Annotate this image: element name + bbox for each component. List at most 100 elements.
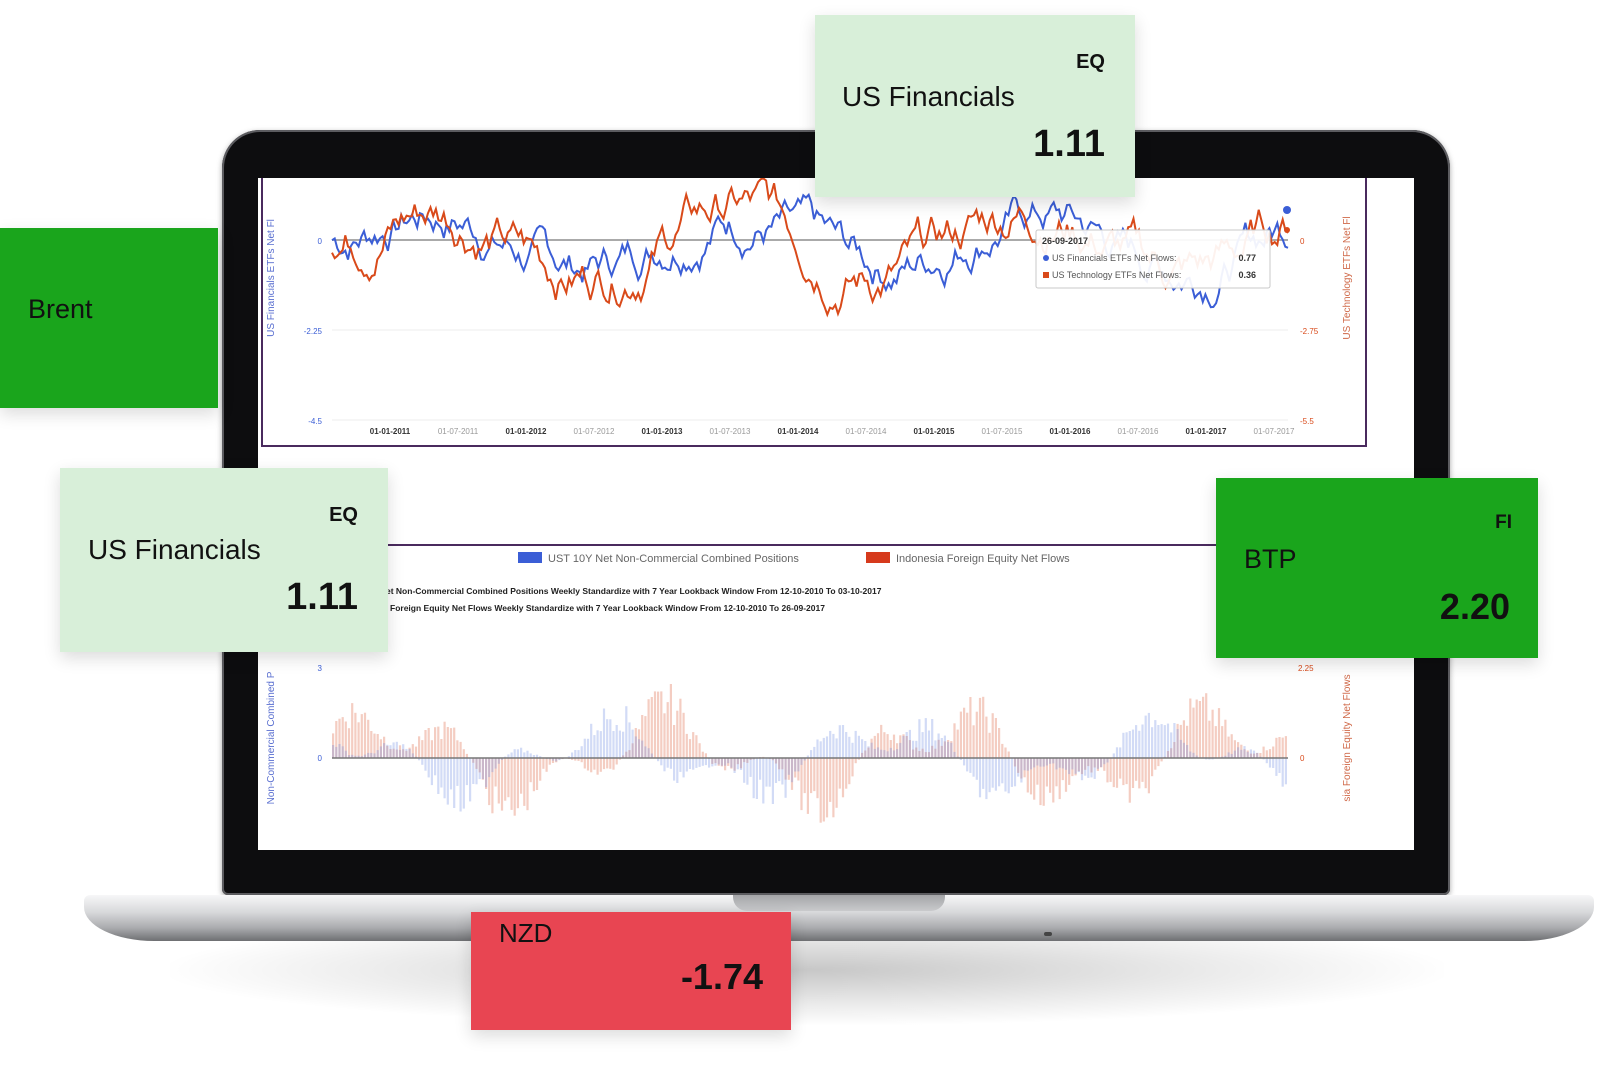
bottom-bar — [727, 758, 730, 764]
bottom-bar — [383, 736, 386, 758]
tile-brent[interactable]: Brent — [0, 228, 218, 408]
bottom-bar — [1001, 743, 1004, 758]
bottom-bar — [1246, 751, 1249, 758]
bottom-bar — [832, 758, 835, 818]
bottom-bar — [1186, 745, 1189, 758]
bottom-bar — [1195, 699, 1198, 758]
bottom-bar — [465, 758, 468, 786]
bottom-bar — [768, 758, 771, 787]
bottom-bar — [1272, 758, 1275, 768]
bottom-bar — [857, 758, 860, 760]
bottom-bar — [628, 722, 631, 758]
bottom-subtitle-2: Foreign Equity Net Flows Weekly Standard… — [390, 603, 825, 613]
bottom-bar — [870, 742, 873, 758]
bottom-bar — [714, 758, 717, 766]
bottom-bar — [682, 758, 685, 778]
bottom-bar — [896, 749, 899, 758]
bottom-bar — [1084, 758, 1087, 770]
bottom-bar — [1045, 758, 1048, 766]
bottom-bar — [469, 758, 472, 802]
bottom-bar — [892, 750, 896, 758]
bottom-bar — [883, 732, 886, 758]
bottom-bar — [854, 730, 857, 758]
bottom-bar — [1160, 724, 1163, 758]
bottom-bar — [647, 748, 650, 758]
bottom-bar — [889, 740, 892, 758]
bottom-bar — [370, 731, 373, 758]
bottom-bar — [637, 739, 641, 758]
bottom-bar — [854, 758, 857, 764]
bottom-bar — [1189, 751, 1192, 758]
tile-name: Brent — [28, 294, 93, 324]
top-x-tick: 01-01-2013 — [642, 427, 683, 436]
bottom-bar — [711, 758, 714, 764]
bottom-bar — [778, 758, 781, 782]
bottom-bar — [625, 706, 628, 758]
bottom-bar — [622, 731, 625, 758]
bottom-series-ust10y-bars — [332, 706, 1287, 812]
bottom-bar — [1036, 758, 1039, 785]
bottom-bar — [1262, 746, 1265, 758]
bottom-bar — [978, 697, 982, 758]
bottom-bar — [864, 741, 867, 758]
bottom-bar — [730, 758, 733, 769]
bottom-bar — [599, 731, 602, 758]
bottom-bar — [774, 758, 778, 764]
bottom-bar — [1087, 758, 1090, 767]
bottom-bar — [1103, 758, 1106, 765]
bottom-bar — [813, 758, 816, 792]
bottom-bar — [787, 758, 790, 775]
bottom-bar — [430, 758, 433, 786]
top-x-tick: 01-07-2013 — [710, 427, 751, 436]
tile-btp[interactable]: FI BTP 2.20 — [1216, 478, 1538, 658]
bottom-bar — [389, 745, 392, 758]
bottom-bar — [972, 758, 975, 777]
bottom-bar — [593, 735, 596, 758]
bottom-bar — [478, 758, 481, 773]
bottom-bar — [822, 737, 825, 758]
bottom-bar — [462, 749, 465, 758]
bottom-bar — [437, 758, 440, 794]
bottom-bar — [529, 753, 532, 758]
bottom-bar — [1176, 723, 1179, 758]
bottom-bar — [421, 758, 424, 765]
bottom-bar — [666, 702, 669, 758]
bottom-bar — [357, 755, 360, 758]
bottom-bar — [1125, 758, 1128, 785]
tile-nzd[interactable]: NZD -1.74 — [471, 912, 791, 1030]
bottom-bar — [520, 747, 523, 758]
top-right-tick: 0 — [1300, 237, 1305, 246]
bottom-bar — [1166, 723, 1170, 758]
top-x-tick: 01-07-2015 — [982, 427, 1023, 436]
bottom-bar — [1061, 758, 1064, 769]
bottom-bar — [762, 758, 765, 804]
bottom-bar — [1020, 758, 1023, 779]
bottom-bar — [1141, 724, 1144, 758]
bottom-bar — [443, 721, 446, 758]
bottom-bar — [1106, 758, 1109, 783]
bottom-bar — [335, 721, 338, 758]
bottom-bar — [1265, 758, 1268, 764]
bottom-bar — [424, 758, 427, 771]
bottom-bar — [934, 740, 937, 758]
bottom-bar — [449, 728, 453, 758]
tile-us-financials-left[interactable]: EQ US Financials 1.11 — [60, 468, 388, 652]
bottom-bar — [838, 725, 841, 758]
bottom-bar — [810, 758, 813, 794]
legend-label: UST 10Y Net Non-Commercial Combined Posi… — [548, 553, 799, 565]
bottom-bar — [803, 758, 806, 761]
bottom-bar — [1074, 758, 1077, 774]
bottom-bar — [698, 758, 701, 767]
bottom-bar — [1103, 758, 1106, 771]
bottom-bar — [790, 758, 794, 783]
bottom-bar — [488, 758, 491, 806]
top-chart-frame — [261, 178, 1367, 447]
bottom-bar — [927, 752, 931, 758]
bottom-bar — [1096, 758, 1099, 771]
bottom-bar — [1275, 758, 1278, 776]
bottom-bar — [1189, 698, 1192, 758]
tile-us-financials-top[interactable]: EQ US Financials 1.11 — [815, 15, 1135, 197]
bottom-bar — [912, 740, 915, 758]
tile-name: BTP — [1244, 544, 1297, 574]
bottom-bar — [701, 751, 704, 758]
